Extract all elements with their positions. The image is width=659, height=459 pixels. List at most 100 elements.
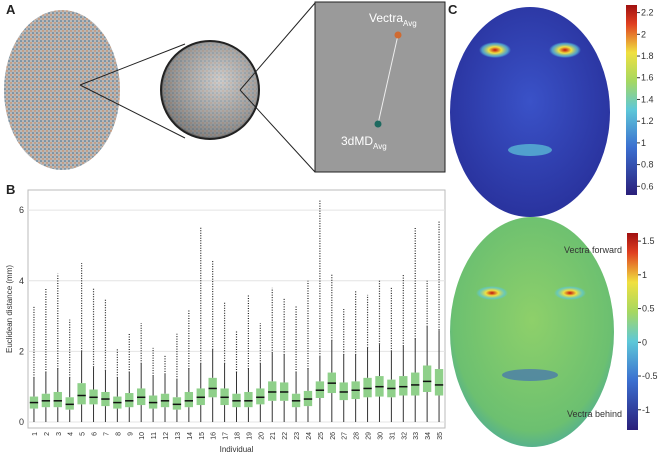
x-tick-label: 8 — [115, 432, 122, 436]
x-tick-label: 19 — [246, 432, 253, 440]
colorbar-tick-label: -1 — [642, 405, 650, 415]
x-tick-label: 35 — [437, 432, 444, 440]
box — [422, 365, 432, 392]
dmd-label: 3dMDAvg — [341, 134, 387, 151]
colorbar-tick-label: 0 — [642, 337, 647, 347]
panel-a: A VectraAvg 3dMDAvg — [4, 1, 446, 173]
x-tick-label: 23 — [294, 432, 301, 440]
x-tick-label: 25 — [318, 432, 325, 440]
hotspot — [476, 286, 508, 300]
y-tick-label: 2 — [19, 346, 24, 356]
box — [208, 377, 217, 398]
box — [184, 391, 194, 408]
zoom-line — [239, 89, 316, 173]
vectra-label: VectraAvg — [369, 11, 417, 28]
x-tick-label: 6 — [92, 432, 99, 436]
box — [244, 391, 253, 408]
face-mesh — [4, 10, 120, 170]
colorbar-bottom-label: Vectra behind — [567, 409, 622, 419]
x-tick-label: 14 — [187, 432, 194, 440]
dmd-point — [374, 120, 382, 128]
colorbar-tick-label: 1.4 — [641, 94, 654, 104]
x-tick-label: 2 — [44, 432, 51, 436]
face-map-top — [450, 7, 610, 217]
x-tick-label: 4 — [68, 432, 75, 436]
colorbar-tick-label: 0.5 — [642, 304, 655, 314]
x-tick-label: 27 — [342, 432, 349, 440]
colorbar-tick-label: -0.5 — [642, 371, 658, 381]
zoom-line — [79, 43, 186, 86]
x-tick-label: 5 — [80, 432, 87, 436]
lip-highlight — [508, 144, 552, 156]
x-tick-label: 34 — [425, 432, 432, 440]
x-tick-label: 20 — [258, 432, 265, 440]
box — [65, 397, 74, 410]
colorbar-tick-label: 1.5 — [642, 236, 655, 246]
x-tick-label: 16 — [211, 432, 218, 440]
colorbar-top-label: Vectra forward — [564, 245, 622, 255]
box — [53, 391, 62, 408]
lip-shadow — [502, 369, 558, 381]
box — [399, 376, 408, 396]
box — [268, 381, 277, 401]
hotspot — [479, 42, 511, 58]
face-map-bottom — [450, 217, 614, 447]
x-tick-label: 30 — [377, 432, 384, 440]
y-axis-label: Euclidean distance (mm) — [5, 265, 14, 353]
x-tick-label: 26 — [330, 432, 337, 440]
box — [411, 372, 420, 396]
zoom-line — [79, 84, 186, 139]
colorbar-tick-label: 2 — [641, 29, 646, 39]
x-tick-label: 29 — [366, 432, 373, 440]
x-tick-label: 21 — [270, 432, 277, 440]
x-tick-label: 24 — [306, 432, 313, 440]
colorbar-tick-label: 0.8 — [641, 160, 654, 170]
hotspot — [554, 286, 586, 300]
x-tick-label: 11 — [151, 432, 158, 439]
zoom-points — [163, 43, 257, 137]
panel-label: A — [6, 2, 16, 17]
colorbar-tick-label: 1 — [642, 270, 647, 280]
panel-label: C — [448, 2, 458, 17]
colorbar-tick-label: 1.2 — [641, 116, 654, 126]
x-tick-label: 22 — [282, 432, 289, 440]
zoom-line — [239, 2, 316, 91]
x-tick-label: 17 — [223, 432, 230, 440]
x-tick-label: 7 — [103, 432, 110, 436]
x-tick-label: 13 — [175, 432, 182, 440]
colorbar-tick-label: 2.2 — [641, 8, 654, 18]
hotspot — [549, 42, 581, 58]
panel-b: B — [6, 182, 15, 197]
x-axis-label: Individual — [220, 445, 254, 454]
vectra-point — [394, 31, 402, 39]
box — [172, 397, 182, 410]
x-tick-label: 31 — [389, 432, 396, 440]
colorbar-tick-label: 1 — [641, 138, 646, 148]
x-tick-label: 32 — [401, 432, 408, 440]
offset-line — [377, 34, 399, 125]
colorbar — [626, 5, 637, 195]
detail-box — [314, 1, 446, 173]
y-tick-label: 0 — [19, 417, 24, 427]
colorbar-tick-label: 0.6 — [641, 181, 654, 191]
x-tick-label: 18 — [235, 432, 242, 440]
panel-label: B — [6, 182, 15, 197]
y-tick-label: 6 — [19, 205, 24, 215]
x-tick-label: 33 — [413, 432, 420, 440]
x-tick-label: 1 — [32, 432, 39, 436]
box — [77, 383, 86, 405]
box — [434, 369, 444, 396]
box — [363, 377, 372, 398]
x-tick-label: 28 — [354, 432, 361, 440]
panel-c: C Vectra forward Vectra behind — [448, 2, 638, 447]
x-tick-label: 15 — [199, 432, 206, 440]
y-tick-label: 4 — [19, 276, 24, 286]
colorbar-tick-label: 1.6 — [641, 73, 654, 83]
box — [256, 388, 265, 405]
x-tick-label: 9 — [127, 432, 134, 436]
colorbar — [627, 233, 638, 430]
x-tick-label: 3 — [56, 432, 63, 436]
x-tick-label: 12 — [163, 432, 170, 440]
x-tick-label: 10 — [139, 432, 146, 440]
